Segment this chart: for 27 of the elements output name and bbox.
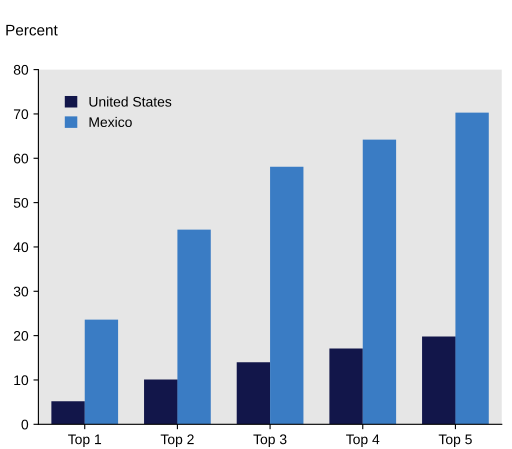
y-axis-title: Percent <box>6 24 58 36</box>
y-tick-label: 10 <box>14 375 28 386</box>
bar <box>362 140 396 424</box>
bar <box>84 320 118 424</box>
x-tick-label: Top 5 <box>438 434 472 447</box>
bar <box>270 166 304 424</box>
legend-label: Mexico <box>90 116 132 128</box>
x-tick-label: Top 2 <box>160 434 194 447</box>
bar <box>455 112 489 424</box>
y-tick-label: 20 <box>14 330 28 341</box>
bar <box>177 230 211 424</box>
bar <box>144 380 178 424</box>
bar <box>329 348 363 424</box>
y-tick-label: 80 <box>14 64 28 75</box>
bar <box>236 362 270 424</box>
x-tick-label: Top 3 <box>253 434 286 447</box>
y-tick-label: 40 <box>14 242 28 252</box>
y-tick-label: 70 <box>14 109 28 120</box>
x-tick-label: Top 4 <box>346 434 380 447</box>
y-tick-label: 30 <box>14 286 28 296</box>
bar <box>51 401 85 424</box>
y-tick-label: 0 <box>21 420 28 430</box>
y-tick-label: 60 <box>14 154 28 164</box>
x-tick-label: Top 1 <box>68 434 102 447</box>
bar <box>422 336 456 424</box>
legend-label: United States <box>89 96 172 107</box>
y-tick-label: 50 <box>14 198 28 208</box>
